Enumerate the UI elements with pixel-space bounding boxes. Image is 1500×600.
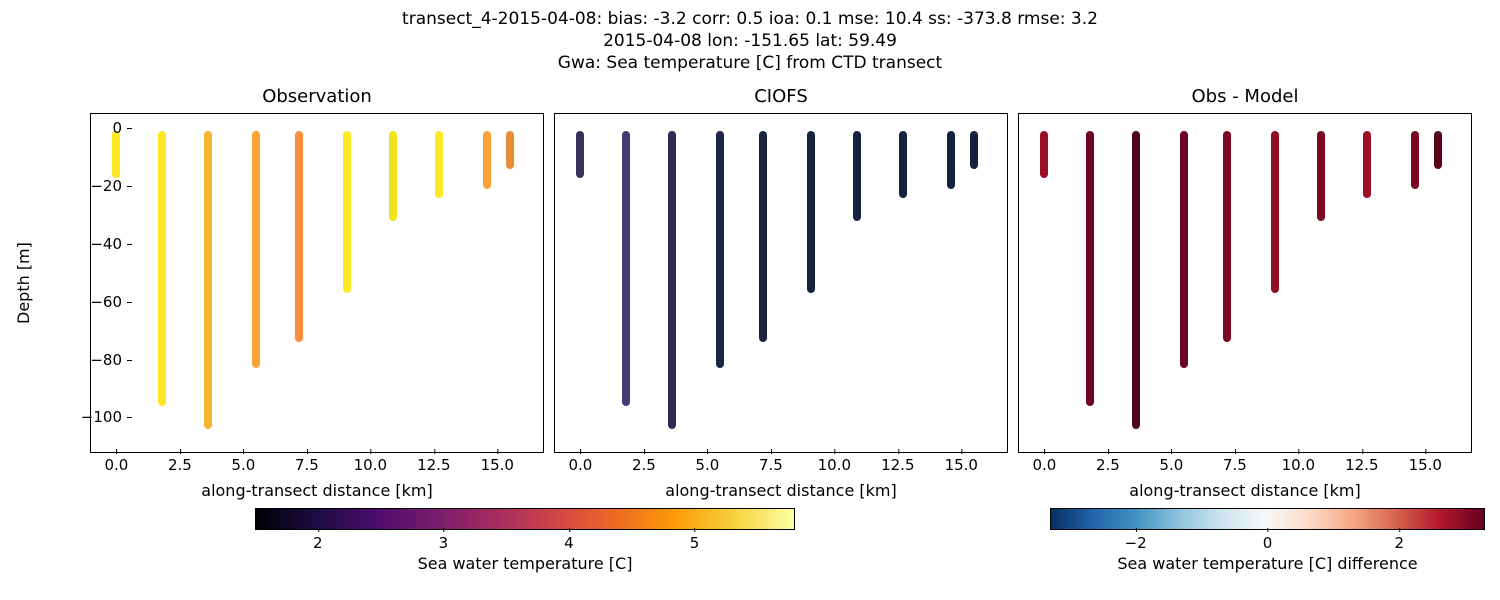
profile-obs-7 — [435, 131, 443, 197]
panel-title-model: CIOFS — [555, 86, 1007, 107]
profile-model-7 — [899, 131, 907, 197]
profile-obs-3 — [252, 131, 260, 368]
title-3: Gwa: Sea temperature [C] from CTD transe… — [0, 52, 1500, 74]
title-2: 2015-04-08 lon: -151.65 lat: 59.49 — [0, 30, 1500, 52]
colorbar — [1050, 508, 1485, 530]
plot-model — [555, 114, 1007, 452]
profile-diff-4 — [1223, 131, 1231, 342]
colorbar — [255, 508, 795, 530]
profile-model-1 — [622, 131, 630, 405]
x-axis-label: along-transect distance [km] — [555, 481, 1007, 500]
profile-model-2 — [668, 131, 676, 429]
profile-obs-4 — [295, 131, 303, 342]
panel-title-obs: Observation — [91, 86, 543, 107]
plot-diff — [1019, 114, 1471, 452]
profile-model-3 — [716, 131, 724, 368]
profile-diff-3 — [1180, 131, 1188, 368]
profile-model-4 — [759, 131, 767, 342]
profile-obs-5 — [343, 131, 351, 293]
profile-obs-1 — [158, 131, 166, 405]
profile-diff-7 — [1363, 131, 1371, 197]
profile-model-0 — [576, 131, 584, 177]
profile-obs-2 — [204, 131, 212, 429]
profile-obs-8 — [483, 131, 491, 189]
title-1: transect_4-2015-04-08: bias: -3.2 corr: … — [0, 8, 1500, 30]
x-axis-label: along-transect distance [km] — [1019, 481, 1471, 500]
profile-diff-1 — [1086, 131, 1094, 405]
plot-obs — [91, 114, 543, 452]
profile-model-9 — [970, 131, 978, 169]
panel-title-diff: Obs - Model — [1019, 86, 1471, 107]
profile-model-5 — [807, 131, 815, 293]
colorbar-label: Sea water temperature [C] difference — [1050, 554, 1485, 573]
x-axis-label: along-transect distance [km] — [91, 481, 543, 500]
profile-diff-5 — [1271, 131, 1279, 293]
profile-diff-6 — [1317, 131, 1325, 221]
profile-model-8 — [947, 131, 955, 189]
profile-diff-2 — [1132, 131, 1140, 429]
profile-model-6 — [853, 131, 861, 221]
colorbar-label: Sea water temperature [C] — [255, 554, 795, 573]
profile-diff-8 — [1411, 131, 1419, 189]
profile-obs-9 — [506, 131, 514, 169]
profile-diff-0 — [1040, 131, 1048, 177]
profile-obs-6 — [389, 131, 397, 221]
profile-diff-9 — [1434, 131, 1442, 169]
